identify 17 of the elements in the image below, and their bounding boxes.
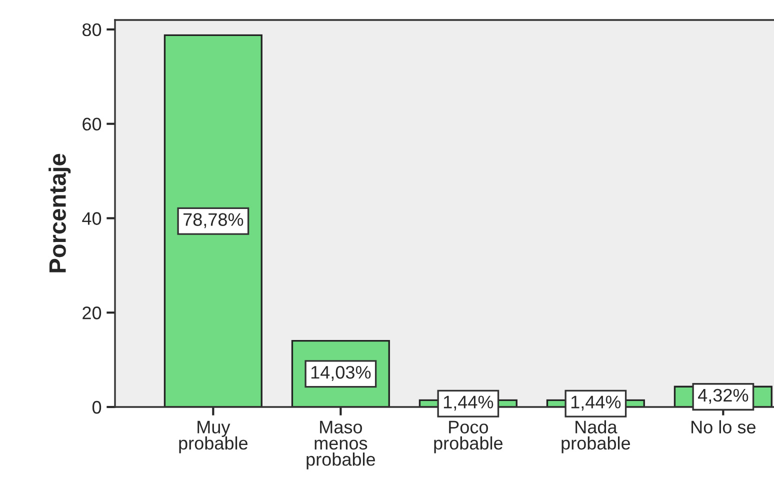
bar xyxy=(164,34,262,407)
data-label: 1,44% xyxy=(444,396,494,411)
y-tick-label: 0 xyxy=(92,400,102,414)
data-label: 4,32% xyxy=(698,388,748,404)
y-tick-label: 40 xyxy=(82,212,102,225)
y-tick-label: 80 xyxy=(82,23,102,36)
y-tick-label: 20 xyxy=(82,306,102,320)
y-axis-title: Porcentaje xyxy=(48,154,71,272)
data-label: 14,03% xyxy=(311,366,371,381)
y-tick-label: 60 xyxy=(82,118,102,131)
x-tick-label: Nada probable xyxy=(562,420,630,454)
x-tick-label: Muy probable xyxy=(179,420,248,454)
x-tick-label: Poco probable xyxy=(434,420,503,454)
data-label: 78,78% xyxy=(183,213,244,228)
data-label: 1,44% xyxy=(571,396,621,411)
x-tick-label: Maso menos probable xyxy=(306,420,376,470)
x-tick-label: No lo se xyxy=(692,420,756,434)
